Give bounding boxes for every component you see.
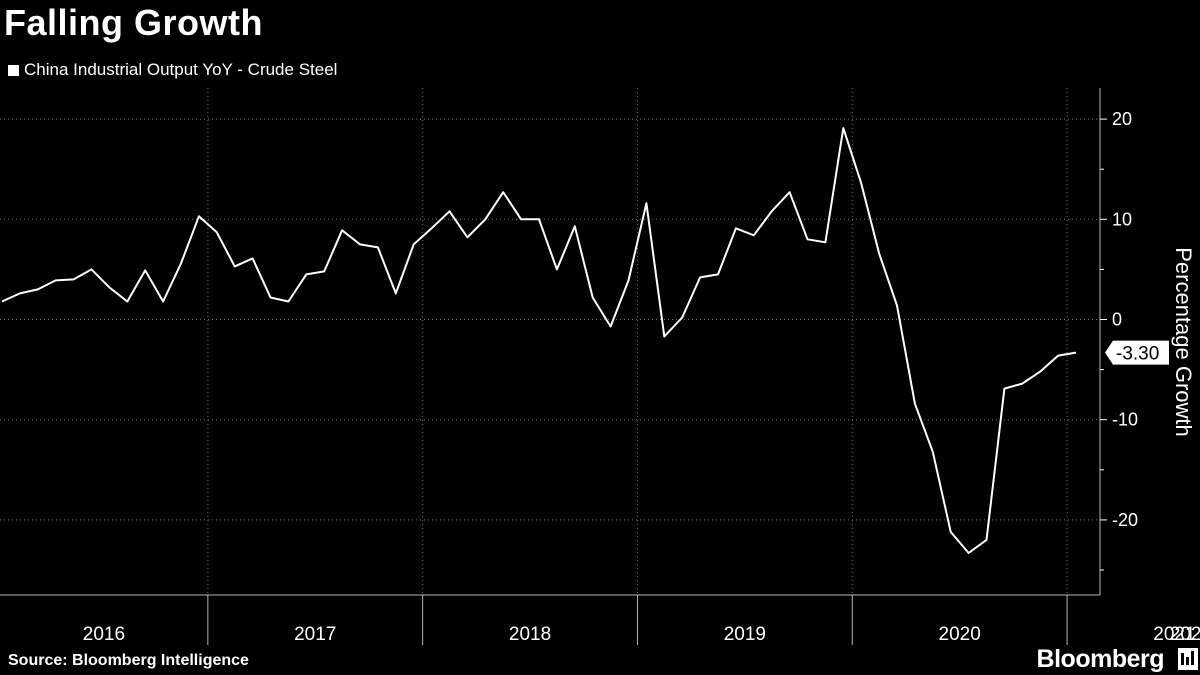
y-tick-label-20: 20 xyxy=(1112,109,1132,129)
y-tick-label-10: 10 xyxy=(1112,209,1132,229)
legend: China Industrial Output YoY - Crude Stee… xyxy=(8,60,337,80)
y-tick-label-0: 0 xyxy=(1112,310,1122,330)
chart-title: Falling Growth xyxy=(4,2,263,43)
x-tick-label-2017: 2017 xyxy=(294,624,336,645)
x-tick-label-2022: 2022 xyxy=(1170,624,1200,645)
series-line-crude-steel xyxy=(1,127,1077,554)
x-tick-label-2019: 2019 xyxy=(724,624,766,645)
legend-swatch xyxy=(8,64,19,76)
last-value-label: -3.30 xyxy=(1116,344,1159,365)
x-tick-label-2018: 2018 xyxy=(509,624,551,645)
last-value-callout xyxy=(1105,340,1169,365)
x-tick-label-2021: 2021 xyxy=(1153,624,1195,645)
legend-label: China Industrial Output YoY - Crude Stee… xyxy=(24,60,338,79)
source-note: Source: Bloomberg Intelligence xyxy=(8,652,249,669)
y-axis-title: Percentage Growth xyxy=(1171,247,1196,437)
y-tick-label--20: -20 xyxy=(1112,510,1138,530)
x-tick-label-2016: 2016 xyxy=(83,624,125,645)
x-tick-label-2020: 2020 xyxy=(939,624,981,645)
bloomberg-terminal-icon xyxy=(1178,648,1198,670)
brand-logo: Bloomberg xyxy=(1036,645,1165,673)
y-tick-label--10: -10 xyxy=(1112,410,1138,430)
